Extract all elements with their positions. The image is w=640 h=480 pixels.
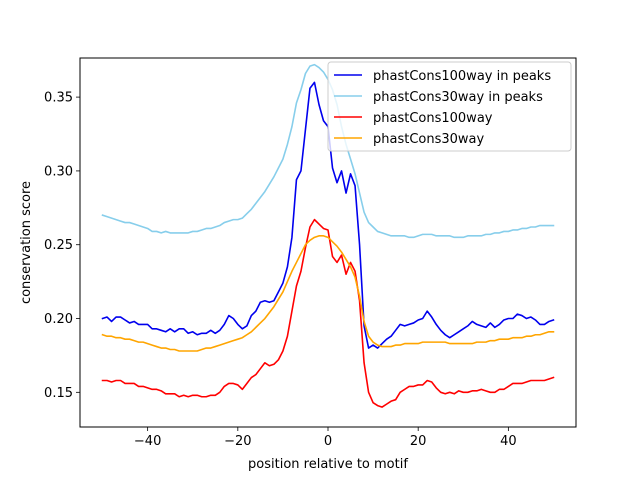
y-tick-label: 0.15 (44, 386, 73, 401)
x-tick-label: 40 (500, 434, 517, 449)
x-tick-label: 0 (324, 434, 332, 449)
y-axis-label: conservation score (19, 181, 34, 304)
y-tick-label: 0.35 (44, 91, 73, 106)
legend-label-4: phastCons30way (373, 132, 485, 147)
legend-label-3: phastCons100way (373, 111, 493, 126)
legend-label-1: phastCons100way in peaks (373, 69, 551, 84)
x-tick-label: −20 (224, 434, 251, 449)
x-tick-label: −40 (134, 434, 161, 449)
legend: phastCons100way in peaks phastCons30way i… (327, 61, 572, 152)
y-axis: 0.15 0.20 0.25 0.30 0.35 (44, 91, 80, 401)
legend-box (327, 61, 572, 152)
series-line-4 (101, 235, 555, 352)
y-tick-label: 0.25 (44, 238, 73, 253)
x-axis-label: position relative to motif (248, 457, 408, 472)
y-tick-label: 0.20 (44, 312, 73, 327)
series-line-3 (101, 218, 555, 408)
y-tick-label: 0.30 (44, 164, 73, 179)
x-tick-label: 20 (410, 434, 427, 449)
x-axis: −40 −20 0 20 40 (134, 427, 517, 449)
legend-label-2: phastCons30way in peaks (373, 90, 543, 105)
